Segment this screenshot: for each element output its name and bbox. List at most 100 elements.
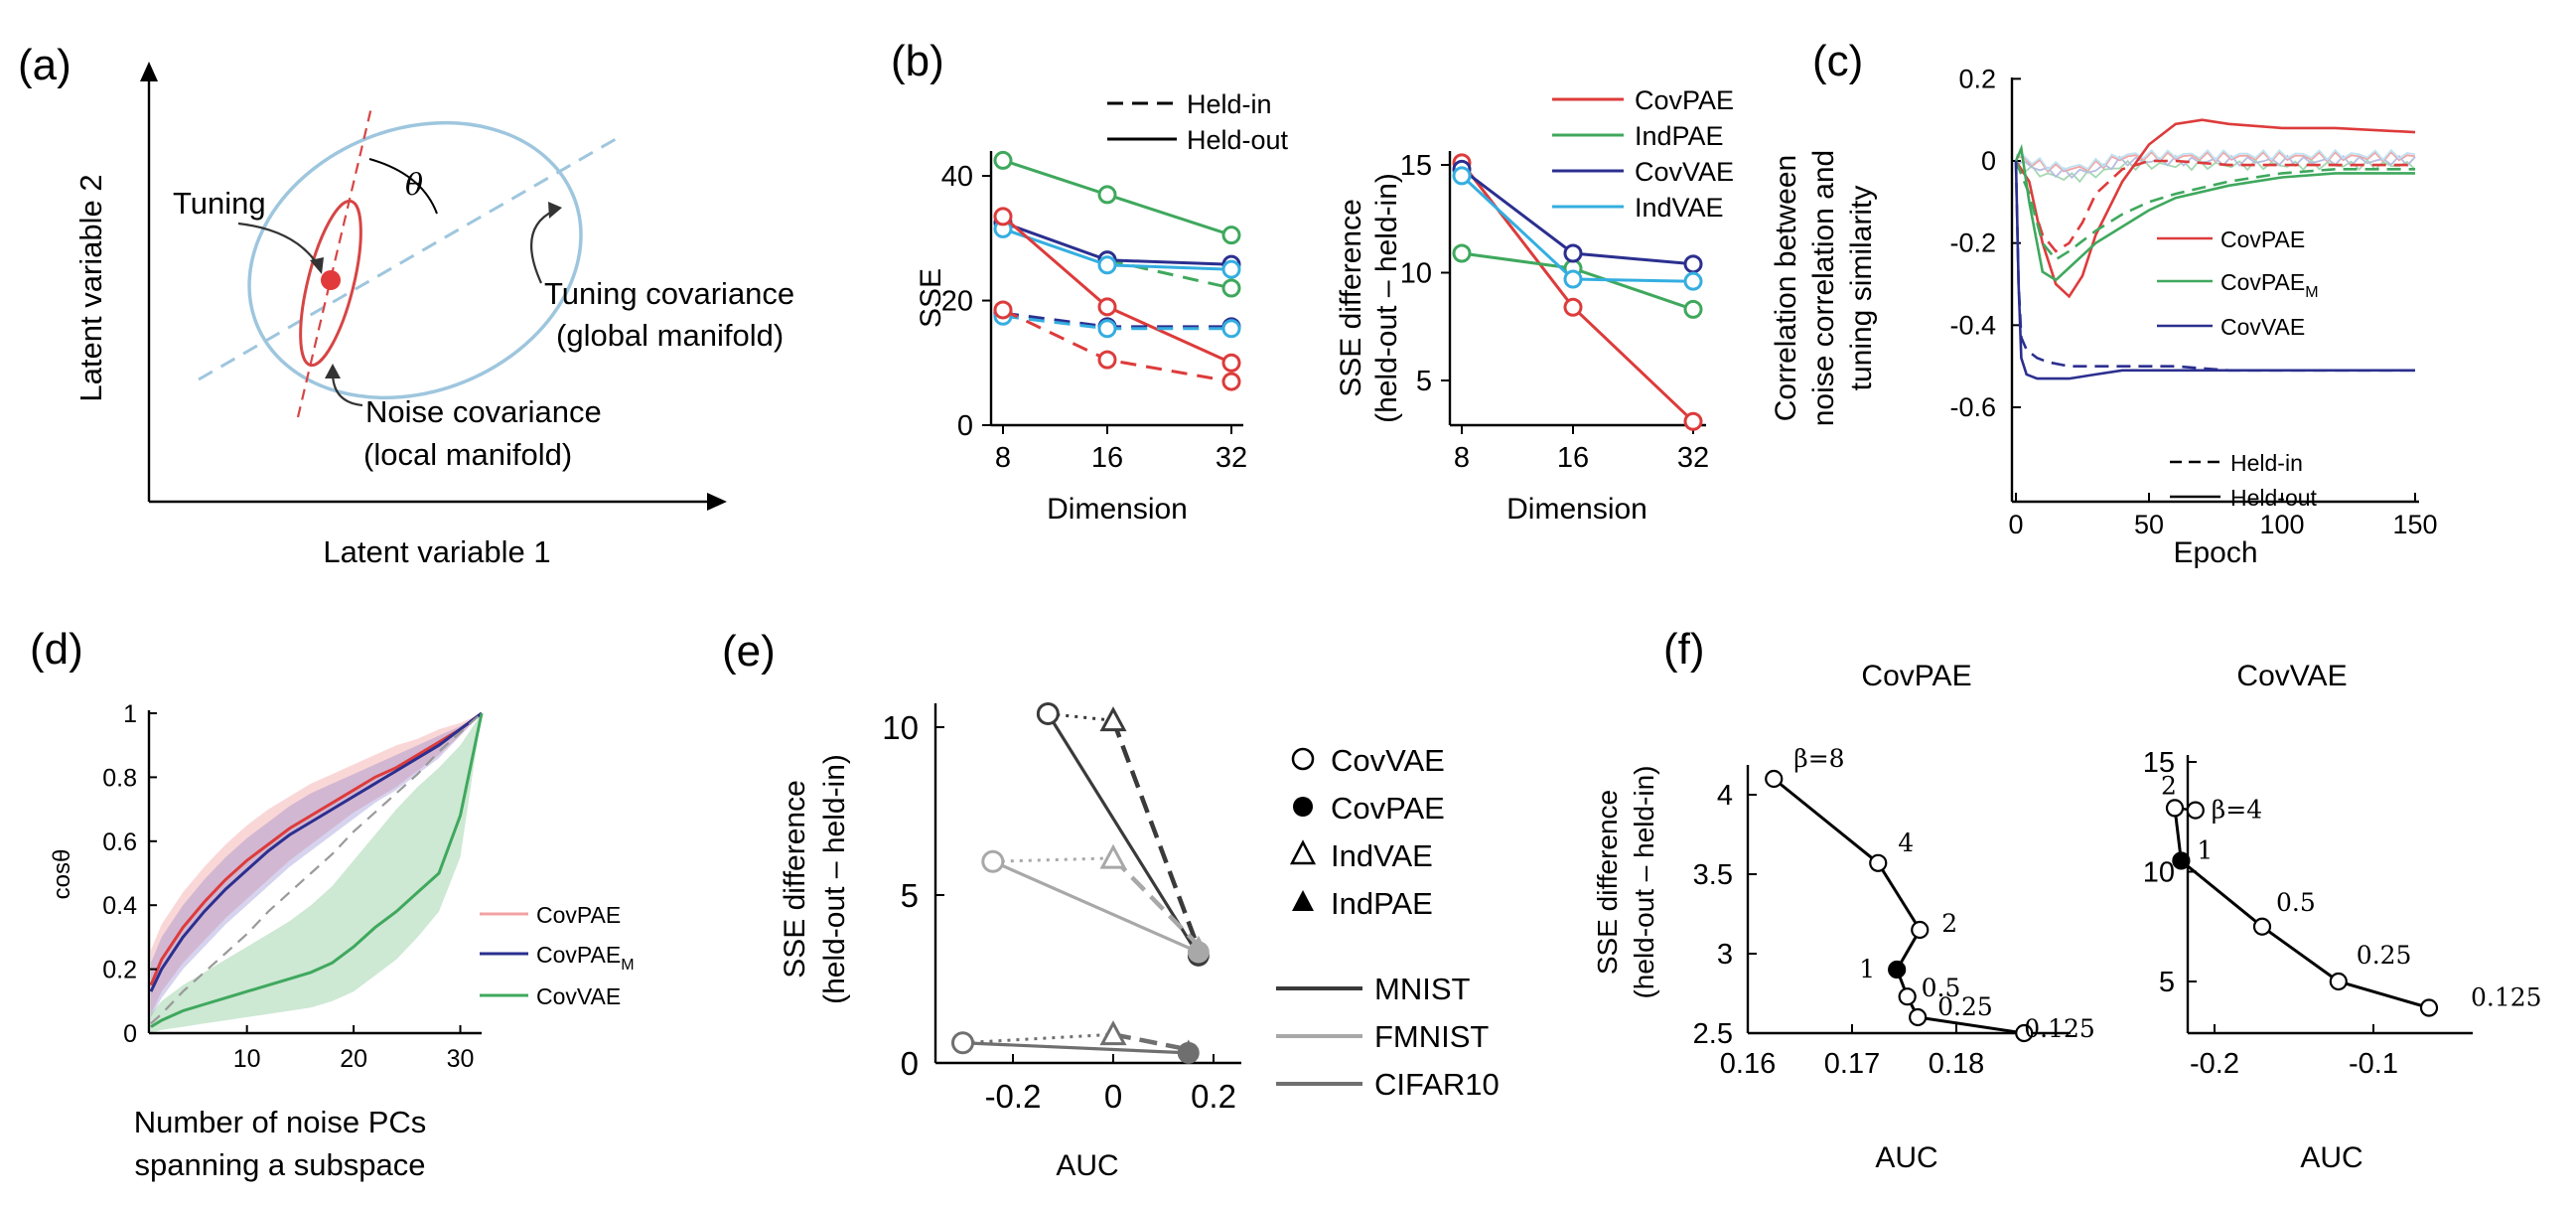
d-xtick-label: 20 xyxy=(340,1045,367,1073)
c-ytick-label: 0.2 xyxy=(1958,64,1996,93)
b-right-series-indvae xyxy=(1452,166,1703,291)
e-indvae-marker xyxy=(1099,843,1127,869)
e-dashed-connector xyxy=(1112,1032,1190,1052)
e-ytick-label: 10 xyxy=(882,709,919,746)
e-legend-covvae-marker xyxy=(1291,747,1315,771)
e-legend-indpae-marker xyxy=(1292,890,1314,911)
e-dataset-legend: MNIST FMNIST CIFAR10 xyxy=(1276,972,1500,1102)
theta-arc xyxy=(368,158,438,215)
f-right-beta-label: 0.125 xyxy=(2471,983,2542,1012)
f-right-ytick-label: 15 xyxy=(2143,747,2175,779)
b-left-xtick-label: 8 xyxy=(995,442,1011,474)
legend-indvae-label: IndVAE xyxy=(1635,193,1724,223)
panel-d-label: (d) xyxy=(30,625,83,674)
c-series xyxy=(2014,118,2416,380)
d-xtick-label: 30 xyxy=(447,1045,475,1073)
c-ytick-label: -0.6 xyxy=(1949,392,1996,422)
b-right-series xyxy=(1452,153,1703,431)
d-line-covvae xyxy=(150,712,484,1028)
d-ticks: 10 20 30 0 0.2 0.4 0.6 0.8 1 xyxy=(102,700,474,1073)
e-indvae-marker xyxy=(1099,1020,1127,1046)
d-ytick-label: 0 xyxy=(123,1020,137,1048)
b-left-ytick-label: 20 xyxy=(941,286,973,318)
b-left-point xyxy=(1097,319,1117,339)
c-ylabel-1: Correlation between xyxy=(1770,155,1802,422)
b-left-point xyxy=(1097,350,1117,370)
b-right-ytick-label: 15 xyxy=(1400,150,1432,182)
legend-covvae-label: CovVAE xyxy=(1635,157,1734,187)
panel-a-ylabel: Latent variable 2 xyxy=(73,174,108,401)
b-left-xtick-label: 16 xyxy=(1091,442,1123,474)
b-left-point xyxy=(1221,372,1241,391)
d-legend-covpae-label: CovPAE xyxy=(536,902,621,928)
d-legend: CovPAE CovPAEM CovVAE xyxy=(480,902,635,1009)
d-ytick-label: 1 xyxy=(123,700,137,728)
legend-held-out-label: Held-out xyxy=(1187,125,1289,155)
b-left-point xyxy=(1221,259,1241,279)
b-left-line xyxy=(1106,258,1232,290)
tuning-covariance-pointer-head xyxy=(548,202,562,219)
f-right-title: CovVAE xyxy=(2236,660,2347,692)
panel-b: (b) Held-in Held-out CovPAE IndPAE CovVA… xyxy=(891,37,1734,526)
d-ytick-label: 0.2 xyxy=(102,957,137,984)
legend-indpae-label: IndPAE xyxy=(1635,121,1724,151)
c-background-trace xyxy=(2015,158,2416,184)
b-left-line xyxy=(1002,215,1232,365)
f-right-series: β=4 2 1 0.5 0.25 0.125 xyxy=(2161,771,2542,1017)
b-left-point xyxy=(1097,185,1117,205)
f-right-point xyxy=(2172,851,2191,870)
e-dotted-connector xyxy=(962,1032,1114,1045)
e-group-mnist xyxy=(1036,701,1210,967)
b-right-xlabel: Dimension xyxy=(1506,493,1647,526)
f-left-beta-label: 0.25 xyxy=(1937,992,1993,1021)
f-right-beta-label: β=4 xyxy=(2212,796,2262,825)
f-left-ytick-label: 2.5 xyxy=(1693,1018,1733,1050)
f-right-xlabel: AUC xyxy=(2300,1141,2362,1174)
f-left-ticks: 0.16 0.17 0.18 2.5 3 3.5 4 xyxy=(1693,780,1985,1080)
legend-covpae-label: CovPAE xyxy=(1635,85,1734,115)
d-xlabel-1: Number of noise PCs xyxy=(134,1105,427,1139)
panel-b-label: (b) xyxy=(891,37,944,85)
f-right-beta-label: 1 xyxy=(2197,835,2213,864)
c-line-covpae-dashed xyxy=(2014,159,2415,253)
e-ylabel-1: SSE difference xyxy=(779,780,811,979)
c-xtick-label: 150 xyxy=(2392,510,2437,539)
b-left-point xyxy=(1221,319,1241,339)
b-left-line xyxy=(1002,221,1232,266)
tuning-covariance-pointer xyxy=(529,210,555,284)
d-line-covpae xyxy=(149,711,483,986)
b-left-xlabel: Dimension xyxy=(1047,493,1188,526)
e-ytick-label: 0 xyxy=(901,1045,919,1082)
f-left-ylabel-2: (held-out – held-in) xyxy=(1629,765,1659,998)
c-xlabel: Epoch xyxy=(2173,536,2257,569)
panel-f-label: (f) xyxy=(1663,625,1705,674)
e-solid-connector xyxy=(992,859,1200,954)
b-left-series-indvae-held-out xyxy=(993,219,1241,279)
f-right-ticks: -0.2 -0.1 5 10 15 xyxy=(2143,747,2398,1080)
e-covpae-marker xyxy=(1177,1041,1200,1064)
panel-e: (e) -0.2 0 0.2 0 5 10 SSE difference (held-ou… xyxy=(722,627,1500,1182)
b-right-ytick-label: 10 xyxy=(1400,258,1432,290)
d-xlabel-2: spanning a subspace xyxy=(134,1147,425,1182)
c-legend-covpae-label: CovPAE xyxy=(2220,226,2305,252)
c-background-trace xyxy=(2015,154,2416,180)
f-left-point xyxy=(1869,853,1888,872)
e-marker-legend: CovVAE CovPAE IndVAE IndPAE xyxy=(1289,743,1445,921)
panel-a-xlabel: Latent variable 1 xyxy=(323,534,550,569)
e-legend-indvae-marker xyxy=(1289,839,1317,865)
d-xtick-label: 10 xyxy=(233,1045,261,1073)
f-left-ytick-label: 4 xyxy=(1717,780,1733,812)
panel-c: (c) 0 50 100 150 0.2 0 -0.2 -0.4 -0.6 Correlatio… xyxy=(1770,37,2438,569)
d-legend-covpaem-label: CovPAEM xyxy=(536,942,635,974)
c-ytick-label: 0 xyxy=(1981,146,1996,176)
f-left-point xyxy=(1898,987,1917,1006)
e-covvae-marker xyxy=(951,1031,974,1055)
f-right-xtick-label: -0.1 xyxy=(2349,1048,2398,1080)
f-left-beta-label: 0.125 xyxy=(2024,1014,2095,1043)
e-covvae-marker xyxy=(981,849,1005,873)
noise-covariance-label-1: Noise covariance xyxy=(365,394,602,429)
c-line-covpae_m-solid xyxy=(2014,143,2415,282)
f-right-beta-label: 0.25 xyxy=(2357,941,2412,970)
panel-e-label: (e) xyxy=(722,627,776,676)
